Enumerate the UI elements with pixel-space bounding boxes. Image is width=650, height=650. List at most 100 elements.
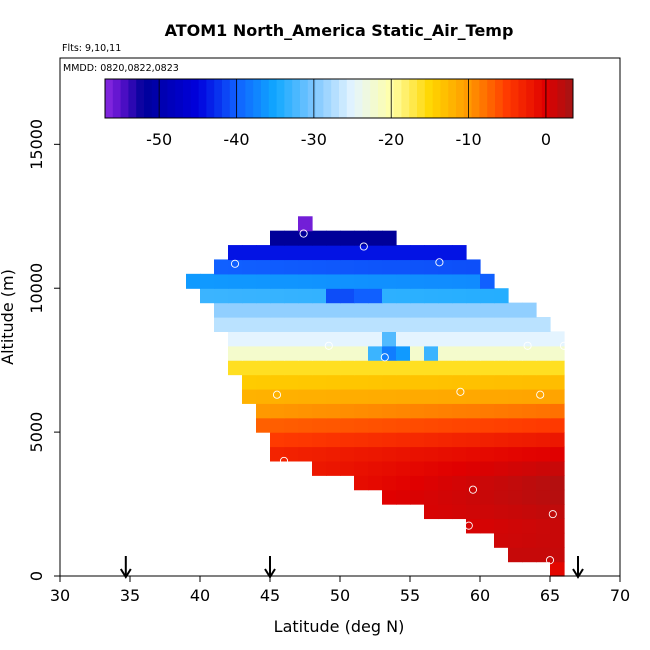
heatmap-cell	[368, 230, 383, 246]
heatmap-cell	[438, 317, 453, 332]
heatmap-cell	[438, 259, 453, 275]
heatmap-cell	[522, 446, 537, 462]
x-tick-label: 55	[400, 586, 420, 605]
colorbar-segment	[487, 79, 496, 118]
heatmap-cell	[480, 518, 495, 534]
heatmap-cell	[508, 475, 523, 491]
heatmap-cell	[466, 317, 481, 332]
heatmap-cell	[410, 273, 425, 289]
heatmap-cell	[340, 460, 355, 476]
x-axis: 30 35 40 45 50 55 60 65 70	[50, 576, 630, 605]
colorbar-segment	[190, 79, 200, 118]
heatmap-cell	[466, 403, 481, 419]
colorbar-segment	[300, 79, 309, 118]
heatmap-cell	[340, 345, 355, 361]
heatmap-cell	[214, 273, 229, 289]
heatmap-cell	[214, 302, 229, 318]
heatmap-cell	[396, 259, 411, 275]
heatmap-cell	[284, 446, 299, 462]
heatmap-cell	[256, 331, 271, 347]
heatmap-cell	[494, 403, 509, 419]
heatmap-cell	[270, 273, 285, 289]
heatmap-cell	[340, 230, 355, 246]
heatmap-cell	[536, 532, 551, 548]
x-tick-label: 60	[470, 586, 490, 605]
heatmap-cell	[298, 302, 313, 318]
heatmap-cell	[214, 317, 229, 332]
colorbar-segment	[354, 79, 363, 118]
colorbar-segment	[534, 79, 543, 118]
heatmap-cell	[396, 432, 411, 448]
heatmap-cell	[438, 331, 453, 347]
heatmap-cell	[550, 475, 565, 491]
heatmap-cell	[326, 374, 341, 390]
colorbar-segment	[362, 79, 371, 118]
heatmap-cell	[494, 417, 509, 433]
heatmap-cell	[270, 446, 285, 462]
heatmap-cell	[396, 245, 411, 261]
heatmap-cell	[270, 403, 285, 419]
heatmap-cell	[550, 417, 565, 433]
colorbar-segment	[261, 79, 270, 118]
heatmap-cell	[508, 489, 523, 505]
heatmap-cell	[270, 374, 285, 390]
heatmap-cell	[466, 273, 481, 289]
heatmap-cell	[522, 417, 537, 433]
heatmap-cell	[242, 331, 257, 347]
heatmap-cell	[256, 259, 271, 275]
heatmap-cell	[508, 388, 523, 404]
heatmap-cell	[270, 345, 285, 361]
heatmap-cell	[410, 331, 425, 347]
sample-point	[230, 259, 240, 268]
heatmap-cell	[438, 345, 453, 361]
colorbar-segment	[144, 79, 153, 118]
heatmap-cell	[284, 388, 299, 404]
flight-arrows	[119, 556, 584, 579]
heatmap-cell	[550, 374, 565, 390]
heatmap-cell	[340, 432, 355, 448]
heatmap-cell	[312, 273, 327, 289]
heatmap-cell	[326, 417, 341, 433]
heatmap-cell	[368, 417, 383, 433]
heatmap-cell	[480, 317, 495, 332]
heatmap-cell	[550, 518, 565, 534]
colorbar-segment	[167, 79, 176, 118]
colorbar-segment	[315, 79, 324, 118]
heatmap-cell	[480, 446, 495, 462]
colorbar-segment	[448, 79, 457, 118]
heatmap-cell	[494, 374, 509, 390]
heatmap-cell	[536, 331, 551, 347]
heatmap-cell	[270, 360, 285, 376]
heatmap-cell	[452, 345, 467, 361]
colorbar-segment	[253, 79, 262, 118]
sample-point	[523, 341, 532, 350]
heatmap-cell	[368, 273, 383, 289]
colorbar-segment	[565, 79, 574, 118]
heatmap-cell	[284, 432, 299, 448]
x-tick-label: 40	[190, 586, 210, 605]
heatmap-cell	[298, 259, 313, 275]
sample-point	[468, 485, 478, 494]
colorbar-segment	[222, 79, 231, 118]
heatmap-cell	[298, 432, 313, 448]
heatmap-cell	[452, 331, 467, 347]
heatmap-cell	[368, 259, 383, 275]
heatmap-cell	[368, 345, 383, 361]
heatmap-cell	[326, 360, 341, 376]
x-tick-label: 50	[330, 586, 350, 605]
heatmap-cell	[480, 288, 495, 304]
sample-point	[536, 390, 545, 399]
heatmap-cell	[382, 360, 397, 376]
heatmap-cell	[480, 360, 495, 376]
heatmap-cell	[466, 345, 481, 361]
colorbar-segment	[510, 79, 519, 118]
y-tick-label: 5000	[27, 412, 46, 453]
heatmap-cell	[382, 374, 397, 390]
heatmap-cell	[284, 273, 299, 289]
heatmap-cell	[312, 417, 327, 433]
heatmap-cell	[438, 245, 453, 261]
heatmap-cell	[354, 388, 369, 404]
heatmap-cell	[536, 374, 551, 390]
heatmap-cell	[508, 374, 523, 390]
